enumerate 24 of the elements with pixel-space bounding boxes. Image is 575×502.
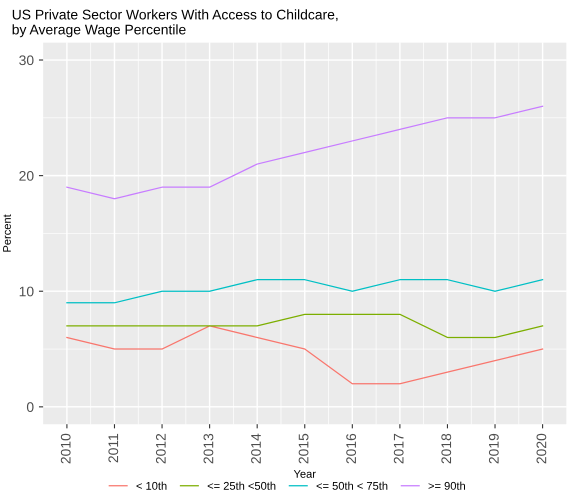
x-tick-label: 2012 — [156, 434, 166, 464]
x-tick-label: 2013 — [204, 434, 214, 464]
y-axis-title: Percent — [3, 214, 11, 252]
y-tick-label: 10 — [20, 286, 34, 296]
x-tick-label: 2010 — [60, 434, 71, 464]
y-tick-label: 20 — [19, 170, 34, 181]
line-series — [66, 325, 544, 384]
legend-label: <= 25th <50th — [208, 482, 276, 490]
line-series — [66, 106, 544, 200]
legend-label: < 10th — [136, 482, 166, 490]
legend-label: <= 50th < 75th — [316, 482, 388, 490]
x-axis-title: Year — [294, 470, 316, 478]
x-tick-label: 2020 — [536, 434, 546, 464]
y-tick-label: 30 — [19, 55, 34, 66]
x-tick-label: 2014 — [251, 434, 261, 464]
x-tick-label: 2015 — [298, 434, 308, 464]
x-tick-label: 2011 — [108, 434, 118, 462]
y-tick-label: 0 — [26, 402, 34, 412]
legend-label: >= 90th — [428, 482, 465, 490]
x-tick-label: 2019 — [488, 434, 499, 464]
x-tick-label: 2016 — [346, 434, 356, 464]
x-tick-label: 2017 — [394, 434, 404, 464]
chart-title: US Private Sector Workers With Access to Childcare, by Average Wage Percentile — [12, 9, 338, 38]
x-tick-label: 2018 — [441, 434, 452, 464]
